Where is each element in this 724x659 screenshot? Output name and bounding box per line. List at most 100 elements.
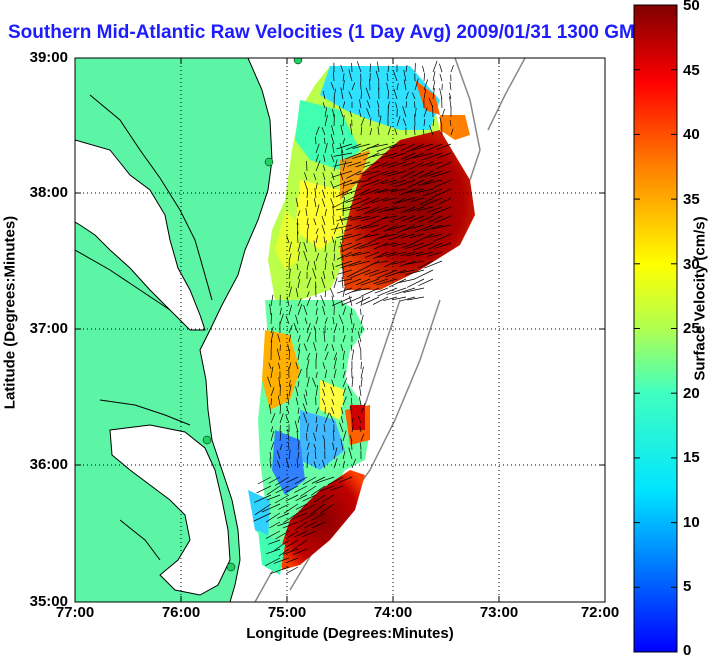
velocity-arrow: [339, 143, 344, 154]
velocity-arrow: [450, 128, 454, 136]
velocity-arrow: [315, 126, 320, 136]
velocity-arrow: [297, 451, 300, 460]
colorbar-tick-label: 5: [683, 578, 692, 595]
velocity-arrow: [315, 424, 318, 433]
velocity-arrow: [306, 291, 310, 298]
velocity-arrow: [297, 210, 301, 217]
velocity-arrow: [335, 206, 353, 211]
velocity-arrow: [297, 271, 301, 280]
velocity-arrow: [324, 351, 329, 361]
velocity-arrow: [351, 323, 355, 334]
velocity-arrow: [369, 269, 389, 277]
velocity-arrow: [331, 295, 335, 307]
velocity-arrow: [403, 79, 407, 91]
velocity-arrow: [332, 205, 335, 217]
velocity-arrow: [378, 251, 398, 258]
high-velocity-sw: [280, 470, 365, 570]
velocity-arrow: [342, 73, 345, 82]
velocity-arrow: [303, 180, 308, 190]
velocity-arrow: [399, 260, 416, 267]
velocity-arrow: [335, 260, 353, 267]
velocity-arrow: [400, 242, 416, 249]
velocity-arrow: [404, 260, 425, 266]
velocity-arrow: [356, 206, 371, 211]
velocity-arrow: [306, 457, 308, 469]
velocity-arrow: [352, 143, 371, 149]
velocity-arrow: [283, 512, 299, 523]
velocity-arrow: [319, 503, 335, 514]
velocity-arrow: [287, 530, 299, 538]
velocity-arrow: [306, 423, 309, 433]
velocity-arrow: [311, 476, 326, 484]
velocity-arrow: [342, 101, 346, 109]
velocity-arrow: [327, 476, 344, 485]
velocity-arrow: [344, 251, 362, 258]
velocity-arrow: [313, 218, 317, 226]
velocity-arrow: [376, 143, 398, 152]
velocity-arrow: [295, 361, 299, 370]
velocity-arrow: [270, 340, 273, 352]
velocity-arrow: [333, 152, 353, 157]
velocity-arrow: [268, 362, 272, 370]
lon-tick-label: 72:00: [580, 604, 620, 621]
velocity-arrow: [321, 198, 326, 208]
velocity-arrow: [279, 313, 284, 325]
velocity-arrow: [422, 188, 443, 197]
velocity-arrow: [342, 370, 346, 379]
velocity-arrow: [389, 143, 407, 149]
velocity-arrow: [294, 476, 308, 485]
velocity-arrow: [357, 331, 362, 343]
velocity-arrow: [434, 215, 452, 224]
velocity-arrow: [274, 494, 290, 504]
velocity-arrow: [322, 388, 326, 397]
velocity-arrow: [405, 101, 407, 109]
velocity-arrow: [351, 287, 371, 293]
velocity-arrow: [306, 277, 312, 289]
velocity-arrow: [377, 126, 380, 136]
velocity-arrow: [432, 87, 435, 100]
velocity-arrow: [270, 294, 274, 307]
velocity-arrow: [427, 215, 443, 223]
velocity-arrow: [376, 269, 398, 279]
velocity-arrow: [315, 160, 321, 172]
velocity-arrow: [322, 90, 326, 100]
velocity-arrow: [341, 242, 362, 252]
velocity-arrow: [338, 106, 344, 118]
velocity-arrow: [360, 377, 363, 388]
radar-site-marker: [202, 435, 212, 445]
velocity-arrow: [341, 215, 362, 221]
velocity-arrow: [384, 260, 398, 268]
velocity-arrow: [288, 268, 291, 280]
velocity-vectors: [253, 60, 454, 575]
velocity-arrow: [406, 278, 425, 288]
velocity-arrow: [253, 512, 272, 522]
velocity-arrow: [348, 295, 353, 307]
velocity-arrow: [265, 530, 281, 539]
velocity-arrow: [371, 197, 389, 204]
velocity-arrow: [428, 233, 443, 239]
velocity-arrow: [405, 143, 425, 153]
velocity-arrow: [400, 233, 416, 239]
radar-site-marker: [226, 562, 236, 572]
velocity-arrow: [351, 188, 371, 199]
velocity-arrow: [257, 476, 272, 485]
velocity-arrow: [382, 215, 398, 219]
velocity-arrow: [261, 503, 281, 513]
velocity-arrow: [376, 100, 380, 109]
velocity-arrow: [297, 297, 302, 307]
velocity-arrow: [360, 402, 366, 415]
velocity-arrow: [424, 260, 443, 269]
velocity-arrow: [315, 476, 335, 484]
velocity-arrow: [349, 313, 353, 325]
velocity-arrow: [360, 117, 365, 127]
velocity-arrow: [403, 224, 425, 231]
velocity-arrow: [350, 308, 353, 316]
velocity-arrow: [303, 412, 308, 424]
velocity-arrow: [322, 362, 326, 370]
velocity-arrow: [436, 152, 452, 159]
velocity-arrow: [351, 458, 357, 469]
velocity-arrow: [295, 397, 299, 406]
velocity-arrow: [266, 494, 281, 501]
velocity-arrow: [324, 252, 328, 262]
velocity-arrow: [332, 215, 335, 226]
